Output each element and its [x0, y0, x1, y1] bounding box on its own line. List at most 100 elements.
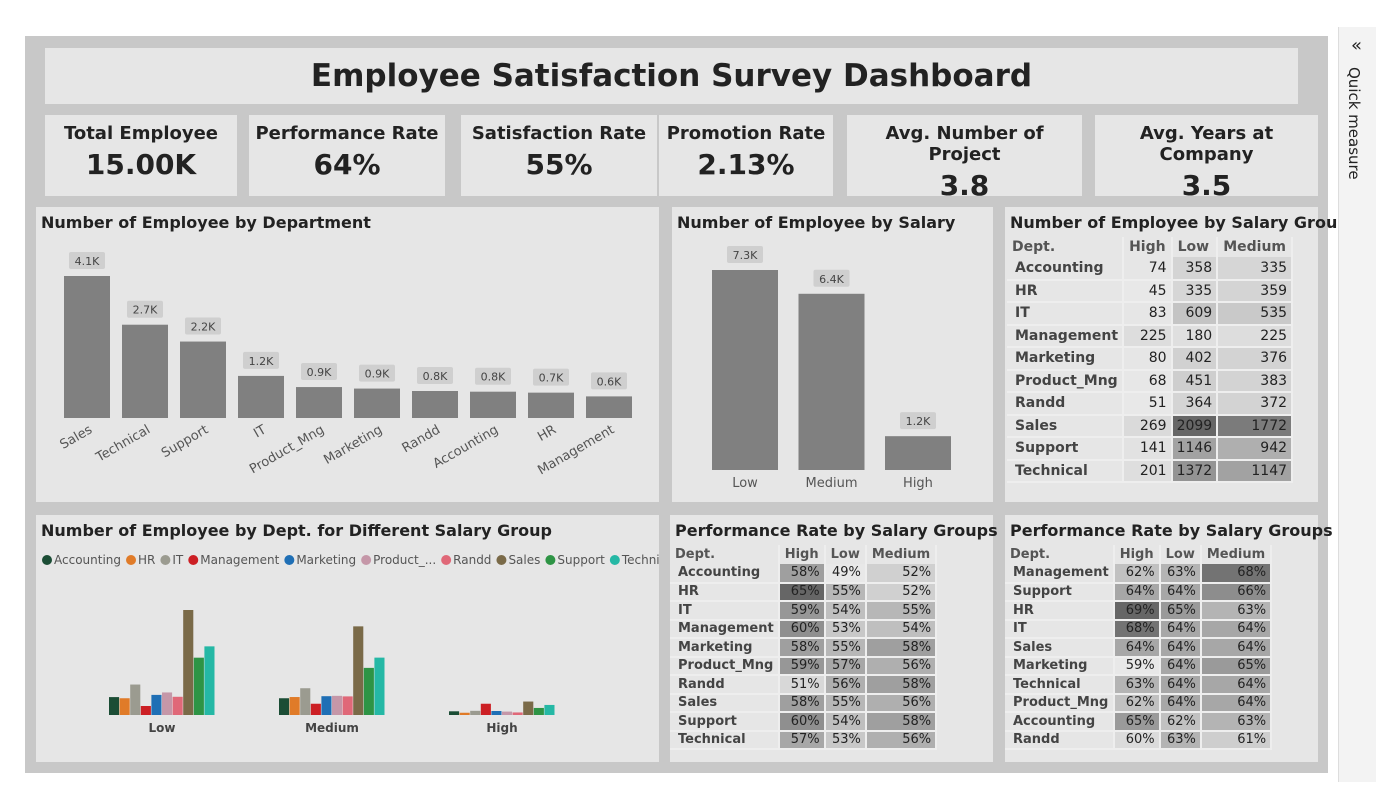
bar[interactable] — [204, 646, 215, 715]
column-header[interactable]: Medium — [1217, 237, 1294, 257]
column-header[interactable]: Low — [1171, 237, 1219, 257]
dept-cell: Product_Mng — [1007, 369, 1125, 393]
column-header[interactable]: Low — [1159, 545, 1202, 564]
value-cell: 64% — [1159, 582, 1202, 602]
column-header[interactable]: Medium — [865, 545, 938, 564]
bar[interactable] — [279, 698, 290, 715]
column-header[interactable]: High — [1113, 545, 1161, 564]
bar[interactable] — [342, 696, 353, 715]
bar[interactable] — [798, 293, 865, 470]
bar[interactable] — [321, 696, 332, 715]
salary-groups-table-panel[interactable]: Number of Employee by Salary Groups Dept… — [1005, 207, 1358, 502]
table-row: Accounting 65% 62% 63% — [1005, 712, 1273, 732]
legend-label[interactable]: Management — [200, 553, 279, 567]
legend-label[interactable]: Randd — [453, 553, 491, 567]
perf-table-panel-2[interactable]: Performance Rate by Salary Groups Dept. H… — [1005, 515, 1333, 762]
bar[interactable] — [238, 375, 284, 418]
salary-chart-panel[interactable]: Number of Employee by Salary 7.3K Low 6.4K… — [672, 207, 993, 502]
table-row: Marketing 58% 55% 58% — [670, 638, 938, 658]
bar[interactable] — [130, 684, 141, 715]
bar[interactable] — [470, 391, 516, 418]
kpi-card[interactable]: Avg. Years at Company 3.5 — [1095, 115, 1318, 202]
bar[interactable] — [449, 711, 460, 715]
bar[interactable] — [183, 610, 194, 715]
dept-chart-panel[interactable]: Number of Employee by Department 4.1K Sal… — [36, 207, 659, 502]
value-cell: 55% — [865, 601, 938, 621]
bar[interactable] — [354, 388, 400, 418]
value-cell: 64% — [1159, 675, 1202, 695]
bar[interactable] — [523, 701, 534, 715]
column-header[interactable]: Dept. — [1005, 545, 1115, 564]
dept-salary-chart-panel[interactable]: Number of Employee by Dept. for Differen… — [36, 515, 659, 762]
kpi-card[interactable]: Performance Rate 64% — [249, 115, 445, 196]
legend-label[interactable]: Support — [557, 553, 605, 567]
kpi-card[interactable]: Satisfaction Rate 55% — [461, 115, 657, 196]
kpi-card[interactable]: Avg. Number of Project 3.8 — [847, 115, 1082, 202]
bar[interactable] — [300, 688, 311, 715]
legend-label[interactable]: Sales — [508, 553, 540, 567]
bar[interactable] — [296, 387, 342, 418]
bar[interactable] — [140, 705, 151, 715]
bar[interactable] — [528, 392, 574, 418]
column-header[interactable]: Low — [824, 545, 867, 564]
bar[interactable] — [109, 697, 120, 715]
bar[interactable] — [412, 391, 458, 418]
bar[interactable] — [122, 324, 168, 418]
report-canvas: Employee Satisfaction Survey Dashboard T… — [25, 36, 1358, 773]
column-header[interactable]: Medium — [1200, 545, 1273, 564]
value-cell: 141 — [1123, 437, 1173, 461]
kpi-card[interactable]: Promotion Rate 2.13% — [659, 115, 833, 196]
value-cell: 58% — [865, 675, 938, 695]
bar[interactable] — [353, 626, 364, 715]
bar[interactable] — [310, 703, 321, 715]
legend-label[interactable]: Accounting — [54, 553, 121, 567]
legend-label[interactable]: Technical — [621, 553, 659, 567]
bar[interactable] — [512, 712, 523, 715]
bar[interactable] — [586, 396, 632, 418]
bar[interactable] — [172, 696, 183, 715]
value-cell: 64% — [1159, 656, 1202, 676]
bar[interactable] — [459, 712, 470, 715]
legend-label[interactable]: HR — [138, 553, 155, 567]
perf-table-panel-1[interactable]: Performance Rate by Salary Groups Dept. H… — [670, 515, 998, 762]
bar[interactable] — [533, 707, 544, 715]
kpi-card[interactable]: Total Employee 15.00K — [45, 115, 237, 196]
salary-bar-chart: 7.3K Low 6.4K Medium 1.2K High — [712, 246, 951, 491]
bar[interactable] — [119, 698, 130, 715]
legend-label[interactable]: IT — [172, 553, 184, 567]
bar[interactable] — [544, 704, 555, 715]
bar[interactable] — [64, 276, 110, 418]
value-cell: 80 — [1123, 347, 1173, 371]
bar[interactable] — [885, 436, 951, 470]
bar[interactable] — [374, 657, 385, 715]
quick-measure-pane[interactable]: « Quick measure — [1338, 27, 1376, 782]
legend-label[interactable]: Product_... — [373, 553, 436, 567]
bar[interactable] — [480, 703, 491, 715]
value-cell: 55% — [824, 638, 867, 658]
column-header[interactable]: High — [1123, 237, 1173, 257]
legend-label[interactable]: Marketing — [296, 553, 356, 567]
bar[interactable] — [162, 692, 173, 715]
table-row: HR 69% 65% 63% — [1005, 601, 1273, 621]
column-header[interactable]: Dept. — [1007, 237, 1125, 257]
bar[interactable] — [363, 667, 374, 715]
bar[interactable] — [332, 695, 343, 715]
bar[interactable] — [289, 697, 300, 715]
bar[interactable] — [502, 711, 513, 715]
table-row: Sales 64% 64% 64% — [1005, 638, 1273, 658]
table-row: Product_Mng 62% 64% 64% — [1005, 693, 1273, 713]
bar[interactable] — [180, 341, 226, 418]
dept-cell: Marketing — [1005, 656, 1115, 676]
bar[interactable] — [151, 694, 162, 715]
bar[interactable] — [712, 270, 778, 470]
double-chevron-left-icon[interactable]: « — [1351, 35, 1363, 56]
bar[interactable] — [193, 657, 204, 715]
value-cell: 63% — [1159, 730, 1202, 750]
bar[interactable] — [470, 710, 481, 715]
column-header[interactable]: High — [778, 545, 826, 564]
value-cell: 58% — [865, 712, 938, 732]
column-header[interactable]: Dept. — [670, 545, 780, 564]
value-cell: 60% — [1113, 730, 1161, 750]
kpi-value: 15.00K — [85, 148, 197, 181]
bar[interactable] — [491, 710, 502, 715]
